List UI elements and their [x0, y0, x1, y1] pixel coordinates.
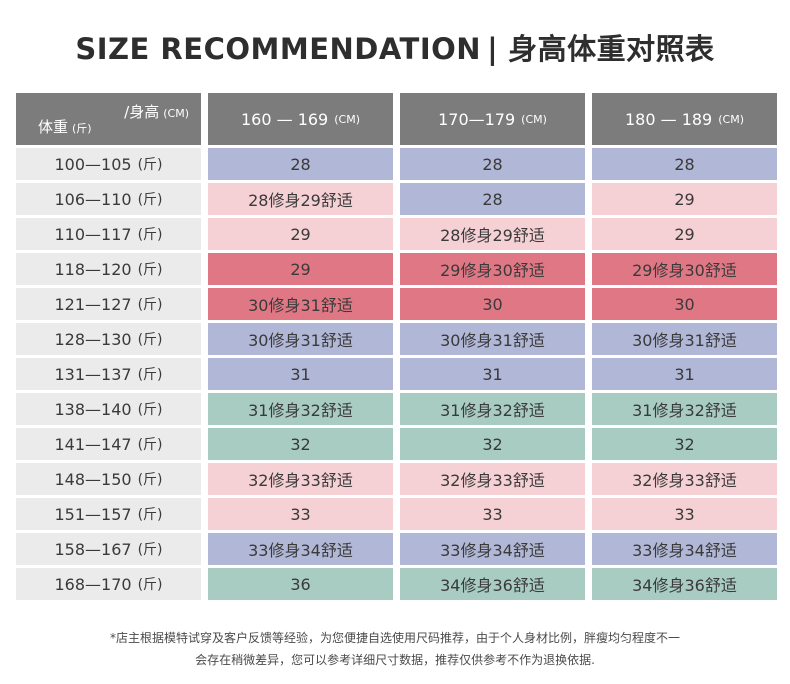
weight-row-header: 168—170 (斤) [16, 568, 201, 600]
size-cell: 29 [208, 253, 393, 285]
weight-row-header: 110—117 (斤) [16, 218, 201, 250]
size-cell: 33修身34舒适 [592, 533, 777, 565]
page-title: SIZE RECOMMENDATION | 身高体重对照表 [0, 26, 790, 68]
size-cell: 31 [400, 358, 585, 390]
size-cell: 32 [208, 428, 393, 460]
weight-row-header: 118—120 (斤) [16, 253, 201, 285]
column-header-170-179: 170—179 (CM) [400, 93, 585, 145]
title-separator: | [487, 32, 499, 66]
size-cell: 32修身33舒适 [592, 463, 777, 495]
weight-row-header: 141—147 (斤) [16, 428, 201, 460]
size-cell: 32修身33舒适 [400, 463, 585, 495]
size-cell: 36 [208, 568, 393, 600]
weight-row-header: 148—150 (斤) [16, 463, 201, 495]
weight-row-header: 121—127 (斤) [16, 288, 201, 320]
size-cell: 33 [400, 498, 585, 530]
size-cell: 34修身36舒适 [400, 568, 585, 600]
size-cell: 31 [592, 358, 777, 390]
size-cell: 31 [208, 358, 393, 390]
weight-row-header: 100—105 (斤) [16, 148, 201, 180]
weight-row-header: 131—137 (斤) [16, 358, 201, 390]
size-cell: 29 [592, 218, 777, 250]
footnote-line-2: 会存在稍微差异，您可以参考详细尺寸数据，推荐仅供参考不作为退换依据. [195, 653, 595, 667]
size-cell: 28修身29舒适 [208, 183, 393, 215]
weight-row-header: 128—130 (斤) [16, 323, 201, 355]
title-en: SIZE RECOMMENDATION [75, 32, 482, 66]
size-cell: 34修身36舒适 [592, 568, 777, 600]
size-cell: 32修身33舒适 [208, 463, 393, 495]
size-cell: 29修身30舒适 [400, 253, 585, 285]
weight-row-header: 151—157 (斤) [16, 498, 201, 530]
size-cell: 33修身34舒适 [400, 533, 585, 565]
weight-row-header: 158—167 (斤) [16, 533, 201, 565]
size-cell: 29 [208, 218, 393, 250]
size-cell: 31修身32舒适 [208, 393, 393, 425]
table-corner-header: /身高 (CM) 体重 (斤) [16, 93, 201, 145]
size-cell: 30 [592, 288, 777, 320]
size-cell: 30修身31舒适 [208, 323, 393, 355]
size-cell: 30修身31舒适 [592, 323, 777, 355]
size-cell: 28修身29舒适 [400, 218, 585, 250]
size-table: /身高 (CM) 体重 (斤) 160 — 169 (CM) 170—179 (CM) … [16, 93, 777, 600]
size-cell: 31修身32舒适 [592, 393, 777, 425]
weight-row-header: 138—140 (斤) [16, 393, 201, 425]
height-axis-label: /身高 (CM) [124, 103, 189, 121]
weight-row-header: 106—110 (斤) [16, 183, 201, 215]
size-cell: 32 [592, 428, 777, 460]
size-cell: 30 [400, 288, 585, 320]
size-cell: 32 [400, 428, 585, 460]
weight-axis-label: 体重 (斤) [38, 118, 92, 136]
size-cell: 28 [400, 148, 585, 180]
size-cell: 30修身31舒适 [400, 323, 585, 355]
footnote-line-1: *店主根据模特试穿及客户反馈等经验，为您便捷自选使用尺码推荐，由于个人身材比例，… [109, 631, 680, 645]
size-cell: 33 [208, 498, 393, 530]
column-header-180-189: 180 — 189 (CM) [592, 93, 777, 145]
title-zh: 身高体重对照表 [508, 32, 715, 66]
size-cell: 28 [208, 148, 393, 180]
size-cell: 33 [592, 498, 777, 530]
size-cell: 33修身34舒适 [208, 533, 393, 565]
size-cell: 30修身31舒适 [208, 288, 393, 320]
size-cell: 29修身30舒适 [592, 253, 777, 285]
size-cell: 28 [400, 183, 585, 215]
size-cell: 29 [592, 183, 777, 215]
column-header-160-169: 160 — 169 (CM) [208, 93, 393, 145]
size-cell: 28 [592, 148, 777, 180]
size-cell: 31修身32舒适 [400, 393, 585, 425]
